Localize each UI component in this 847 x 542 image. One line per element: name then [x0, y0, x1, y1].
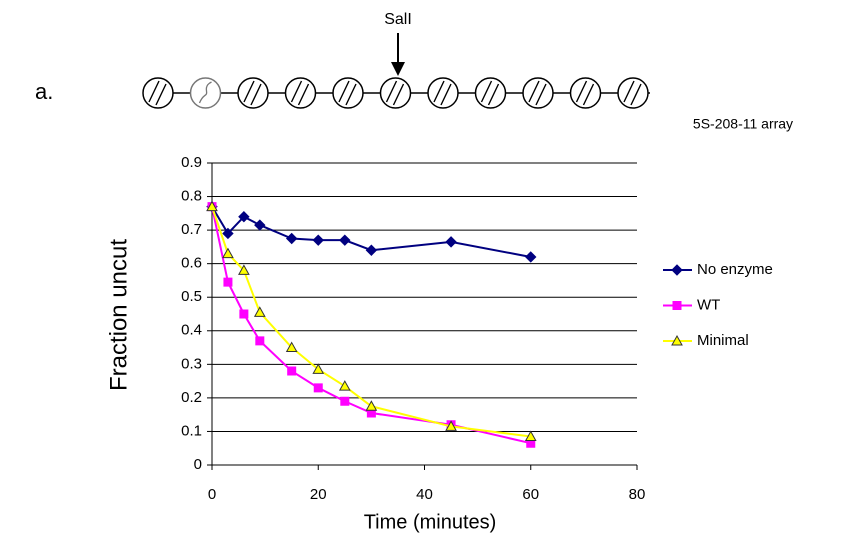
marker [206, 200, 218, 212]
y-tick-label: 0.6 [181, 255, 202, 272]
marker [365, 244, 378, 256]
marker [313, 383, 323, 393]
nucleosome-wrap [385, 80, 405, 106]
marker [445, 420, 457, 431]
x-tick-label: 40 [416, 486, 433, 503]
x-tick-label: 60 [522, 486, 539, 503]
annotation: 5S-208-11 array [693, 116, 793, 132]
nucleosome-wrap [480, 80, 500, 106]
nucleosome-wrap [575, 80, 595, 106]
y-tick-label: 0.7 [181, 221, 202, 238]
marker [222, 247, 234, 259]
nucleosome-wrap [528, 80, 547, 106]
x-axis-label: Time (minutes) [364, 511, 497, 533]
series-line [211, 206, 531, 258]
marker [525, 251, 537, 263]
series-line [211, 206, 531, 445]
nucleosome-wrap [623, 80, 642, 106]
legend-marker [672, 301, 682, 310]
nucleosome-wrap [198, 81, 212, 104]
y-tick-label: 0.8 [181, 188, 202, 205]
marker [222, 227, 234, 240]
x-tick-label: 80 [629, 486, 646, 503]
legend-marker [671, 264, 683, 276]
nucleosome [189, 77, 222, 109]
marker [239, 309, 249, 319]
marker [253, 306, 266, 317]
marker [223, 277, 233, 287]
marker [365, 400, 378, 411]
marker [285, 341, 298, 353]
marker [285, 232, 298, 245]
nucleosome-wrap [243, 80, 262, 106]
y-axis-label: Fraction uncut [105, 239, 132, 391]
marker [312, 363, 325, 374]
panel-label: a. [35, 79, 53, 104]
marker [238, 264, 250, 275]
site-arrowhead [391, 62, 405, 76]
marker [312, 234, 324, 246]
marker [339, 234, 351, 246]
marker [287, 366, 297, 376]
legend-label: No enzyme [697, 261, 773, 278]
marker [445, 236, 457, 248]
y-tick-label: 0.2 [181, 389, 202, 406]
nucleosome-wrap [338, 80, 357, 106]
x-tick-label: 20 [310, 486, 327, 503]
legend-label: WT [697, 296, 720, 313]
marker [254, 219, 266, 231]
y-tick-label: 0.3 [181, 355, 202, 372]
site-label: SalI [384, 11, 412, 28]
legend-label: Minimal [697, 332, 749, 349]
y-tick-label: 0.5 [181, 288, 202, 305]
x-tick-label: 0 [208, 486, 216, 503]
nucleosome-wrap [290, 80, 310, 106]
marker [338, 380, 351, 391]
marker [238, 210, 250, 223]
y-tick-label: 0 [194, 456, 202, 473]
y-tick-label: 0.9 [181, 154, 202, 171]
y-tick-label: 0.4 [181, 322, 202, 339]
series-line [211, 206, 531, 438]
marker [255, 336, 265, 346]
y-tick-label: 0.1 [181, 422, 202, 439]
marker [524, 430, 537, 441]
nucleosome-array [142, 77, 649, 109]
nucleosome-wrap [148, 80, 167, 106]
marker [340, 396, 350, 406]
nucleosome-wrap [433, 80, 452, 106]
legend-marker [671, 334, 683, 346]
